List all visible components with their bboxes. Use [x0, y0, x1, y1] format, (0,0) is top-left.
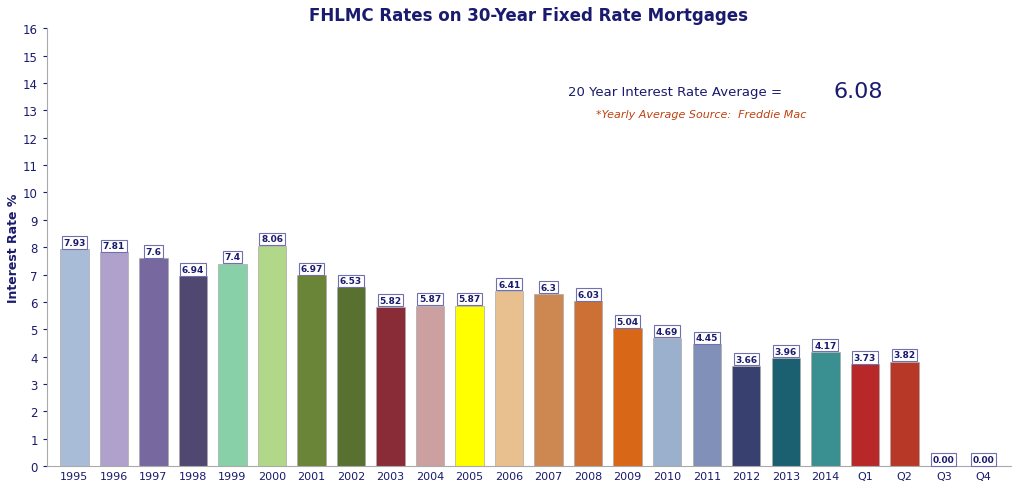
Text: 5.04: 5.04	[617, 317, 638, 326]
Bar	[377, 307, 405, 466]
Text: 0.00: 0.00	[972, 455, 995, 464]
Text: 20 Year Interest Rate Average =: 20 Year Interest Rate Average =	[568, 85, 783, 99]
Bar	[100, 253, 128, 466]
Bar	[890, 362, 918, 466]
Y-axis label: Interest Rate %: Interest Rate %	[7, 193, 20, 302]
Text: 4.17: 4.17	[814, 341, 837, 350]
Text: 7.6: 7.6	[146, 247, 162, 257]
Bar	[455, 306, 484, 466]
Text: 4.45: 4.45	[695, 333, 718, 343]
Text: 3.66: 3.66	[735, 355, 757, 364]
Bar	[574, 302, 603, 466]
Bar	[416, 306, 444, 466]
Text: 7.81: 7.81	[103, 242, 125, 251]
Bar	[60, 250, 89, 466]
Text: 6.08: 6.08	[833, 82, 883, 102]
Text: 6.3: 6.3	[541, 283, 557, 292]
Bar	[337, 288, 365, 466]
Bar	[653, 338, 681, 466]
Text: 6.03: 6.03	[577, 290, 600, 299]
Bar	[692, 345, 721, 466]
Text: 6.94: 6.94	[182, 265, 205, 274]
Bar	[811, 352, 840, 466]
Text: 5.87: 5.87	[458, 295, 480, 304]
Text: 5.82: 5.82	[380, 296, 402, 305]
Text: 6.41: 6.41	[498, 280, 520, 289]
Text: 6.53: 6.53	[340, 277, 362, 285]
Bar	[179, 277, 208, 466]
Text: 7.4: 7.4	[224, 253, 240, 262]
Text: 6.97: 6.97	[300, 264, 323, 274]
Bar	[614, 328, 642, 466]
Bar	[772, 358, 800, 466]
Bar	[297, 276, 326, 466]
Text: 8.06: 8.06	[261, 235, 283, 244]
Bar	[218, 264, 246, 466]
Text: *Yearly Average Source:  Freddie Mac: *Yearly Average Source: Freddie Mac	[597, 110, 806, 120]
Text: 3.96: 3.96	[775, 347, 797, 356]
Text: 3.82: 3.82	[893, 351, 915, 360]
Bar	[495, 291, 523, 466]
Bar	[139, 259, 168, 466]
Bar	[258, 246, 286, 466]
Text: 0.00: 0.00	[932, 455, 955, 464]
Bar	[534, 294, 563, 466]
Title: FHLMC Rates on 30-Year Fixed Rate Mortgages: FHLMC Rates on 30-Year Fixed Rate Mortga…	[309, 7, 748, 25]
Text: 5.87: 5.87	[419, 295, 441, 304]
Bar	[732, 366, 760, 466]
Text: 4.69: 4.69	[656, 327, 678, 336]
Text: 7.93: 7.93	[63, 239, 86, 247]
Bar	[851, 365, 880, 466]
Text: 3.73: 3.73	[854, 353, 875, 362]
